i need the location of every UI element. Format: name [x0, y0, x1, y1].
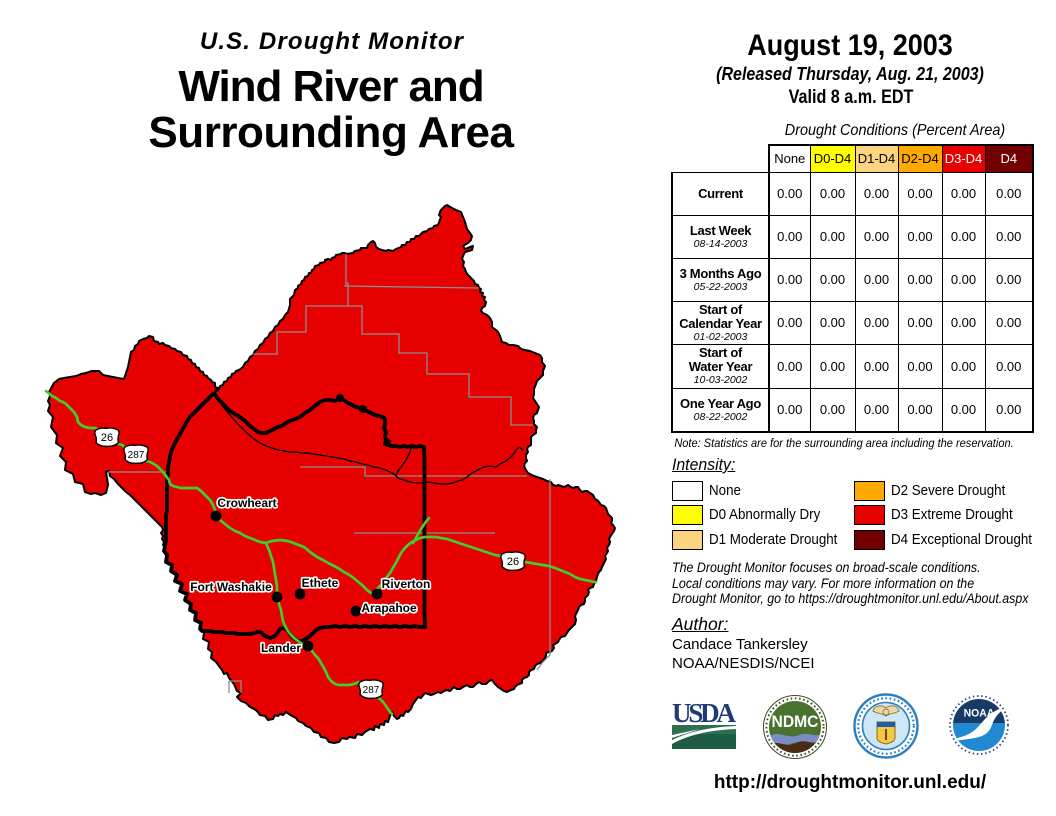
svg-text:Ethete: Ethete	[302, 576, 339, 590]
svg-text:26: 26	[507, 556, 519, 568]
svg-text:Crowheart: Crowheart	[217, 496, 276, 510]
svg-text:26: 26	[101, 432, 113, 444]
svg-text:287: 287	[128, 450, 145, 461]
svg-text:NOAA: NOAA	[964, 707, 995, 719]
svg-text:Arapahoe: Arapahoe	[361, 601, 417, 615]
svg-text:Fort Washakie: Fort Washakie	[190, 580, 272, 594]
svg-text:287: 287	[363, 685, 380, 696]
svg-text:NDMC: NDMC	[772, 713, 819, 731]
svg-text:USDA: USDA	[672, 698, 737, 728]
svg-text:Lander: Lander	[261, 641, 301, 655]
svg-text:Riverton: Riverton	[382, 577, 431, 591]
